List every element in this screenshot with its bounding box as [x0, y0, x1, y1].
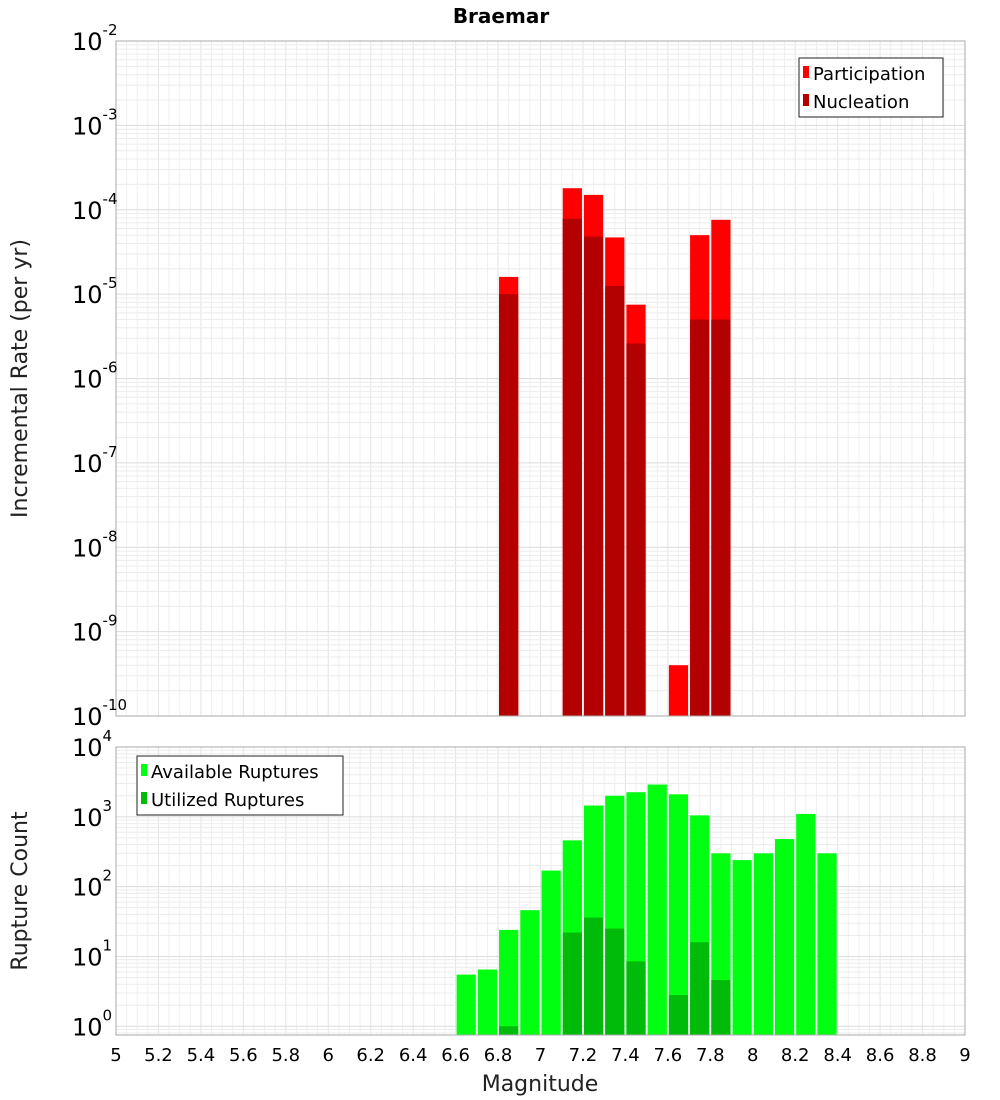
x-tick-label: 6.2: [356, 1045, 385, 1066]
x-tick-labels: 5 5.2 5.4 5.6 5.8 6 6.2 6.4 6.6 6.8 7 7.2 7.4 7.6 7.8 8…: [110, 1045, 970, 1066]
x-tick-label: 8.8: [908, 1045, 937, 1066]
utilized-ruptures-bar: [583, 917, 604, 1035]
available-ruptures-bar: [774, 839, 795, 1035]
x-tick-label: 7.4: [611, 1045, 640, 1066]
x-tick-label: 7.6: [654, 1045, 683, 1066]
count-legend: Available Ruptures Utilized Ruptures: [136, 755, 344, 816]
available-ruptures-bar: [753, 853, 773, 1035]
x-tick-label: 5.2: [144, 1045, 173, 1066]
chart-title: Braemar: [453, 4, 550, 28]
y-tick-label: 10-2: [72, 21, 118, 56]
rate-legend: Participation Nucleation: [798, 57, 944, 118]
top-y-axis-label: Incremental Rate (per yr): [8, 239, 33, 518]
available-ruptures-bar: [732, 860, 752, 1035]
legend-swatch: [803, 94, 809, 106]
y-tick-label: 10-8: [72, 527, 118, 562]
utilized-ruptures-bar: [605, 928, 625, 1035]
utilized-ruptures-bar: [668, 995, 689, 1035]
count-y-tick-labels: 100 101 102 103 104: [72, 727, 112, 1041]
nucleation-bar: [690, 319, 710, 716]
utilized-ruptures-bar: [562, 932, 582, 1035]
y-tick-label: 101: [72, 936, 112, 971]
available-ruptures-bar: [796, 813, 816, 1035]
utilized-ruptures-bar: [690, 942, 710, 1035]
x-tick-label: 8: [747, 1045, 758, 1066]
rate-bars: [499, 188, 731, 717]
legend-box: [798, 57, 944, 118]
legend-entry: Available Ruptures: [151, 762, 319, 783]
y-tick-label: 104: [72, 727, 112, 762]
x-tick-label: 6.8: [484, 1045, 513, 1066]
x-tick-label: 7: [535, 1045, 546, 1066]
y-tick-label: 102: [72, 867, 112, 902]
nucleation-bar: [626, 343, 646, 716]
available-ruptures-bar: [817, 853, 837, 1035]
x-tick-label: 5.4: [187, 1045, 216, 1066]
x-tick-label: 8.6: [866, 1045, 895, 1066]
legend-swatch: [141, 764, 147, 776]
available-ruptures-bar: [520, 910, 540, 1035]
count-bars: [456, 784, 837, 1035]
nucleation-bar: [562, 218, 582, 716]
bottom-y-axis-label: Rupture Count: [8, 811, 33, 971]
available-ruptures-bar: [499, 929, 519, 1035]
available-ruptures-bar: [668, 794, 689, 1035]
x-tick-label: 8.4: [823, 1045, 852, 1066]
y-tick-label: 100: [72, 1006, 112, 1041]
participation-bar: [668, 665, 689, 716]
rate-panel: 10-10 10-9 10-8 10-7 10-6 10-5 10-4 10-3 10-2 Pa…: [72, 21, 966, 731]
x-tick-label: 5.8: [271, 1045, 300, 1066]
legend-box: [136, 755, 344, 816]
y-tick-label: 10-6: [72, 359, 118, 394]
x-tick-label: 8.2: [781, 1045, 810, 1066]
legend-swatch: [803, 66, 809, 78]
nucleation-bar: [499, 294, 519, 716]
legend-entry: Participation: [813, 64, 925, 85]
rate-gridlines: [116, 41, 965, 716]
utilized-ruptures-bar: [626, 961, 646, 1035]
count-panel: 100 101 102 103 104 5 5.2 5.4 5.6 5.8 6 6.2 6.4 6.6 6…: [72, 727, 971, 1066]
utilized-ruptures-bar: [499, 1026, 519, 1035]
legend-swatch: [141, 792, 147, 804]
rate-plot-frame: [115, 40, 966, 717]
x-axis-label: Magnitude: [482, 1072, 599, 1097]
legend-entry: Utilized Ruptures: [151, 790, 304, 811]
x-tick-label: 5.6: [229, 1045, 258, 1066]
y-tick-label: 10-3: [72, 105, 118, 140]
nucleation-bar: [605, 285, 625, 716]
available-ruptures-bar: [541, 870, 561, 1035]
x-tick-label: 9: [959, 1045, 970, 1066]
count-plot-frame: [115, 746, 966, 1036]
utilized-ruptures-bar: [711, 980, 731, 1035]
x-tick-label: 6.6: [441, 1045, 470, 1066]
nucleation-bar: [711, 319, 731, 716]
legend-entry: Nucleation: [813, 92, 909, 113]
x-tick-label: 5: [110, 1045, 121, 1066]
nucleation-bar: [583, 236, 604, 716]
y-tick-label: 10-9: [72, 612, 118, 647]
rate-y-tick-labels: 10-10 10-9 10-8 10-7 10-6 10-5 10-4 10-3 10-2: [72, 21, 127, 731]
y-tick-label: 10-4: [72, 190, 118, 225]
y-tick-label: 103: [72, 797, 112, 832]
available-ruptures-bar: [456, 974, 476, 1035]
y-tick-label: 10-7: [72, 443, 118, 478]
y-tick-label: 10-5: [72, 274, 118, 309]
available-ruptures-bar: [477, 969, 498, 1035]
x-tick-label: 6.4: [399, 1045, 428, 1066]
available-ruptures-bar: [647, 784, 667, 1035]
x-tick-label: 7.8: [696, 1045, 725, 1066]
x-tick-label: 7.2: [569, 1045, 598, 1066]
x-tick-label: 6: [323, 1045, 334, 1066]
y-tick-label: 10-10: [72, 696, 127, 731]
